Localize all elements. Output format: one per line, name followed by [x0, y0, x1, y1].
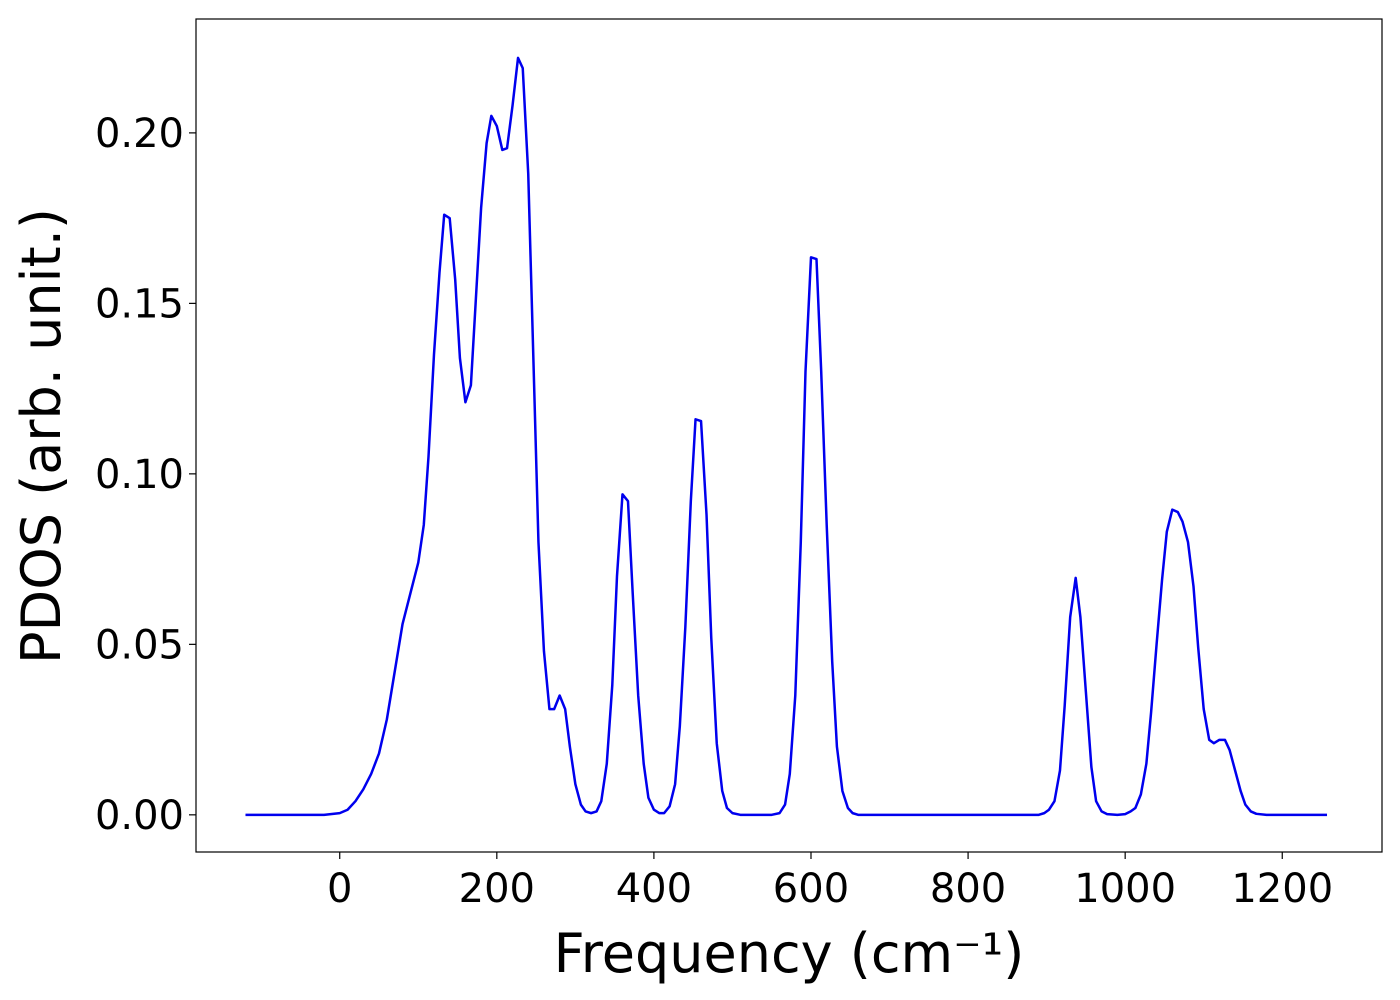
- data-line: [245, 56, 1328, 817]
- x-axis-label: Frequency (cm⁻¹): [554, 922, 1025, 985]
- y-tick-label: 0.10: [95, 452, 184, 498]
- plot-frame: [195, 18, 1383, 853]
- y-tick-label: 0.20: [95, 111, 184, 157]
- x-tick-label: 1000: [1074, 866, 1176, 912]
- y-tick-label: 0.00: [95, 793, 184, 839]
- x-tick-label: 400: [616, 866, 692, 912]
- x-tick-label: 0: [327, 866, 352, 912]
- y-tick-label: 0.05: [95, 622, 184, 668]
- x-tick-label: 200: [459, 866, 535, 912]
- x-tick-label: 800: [930, 866, 1006, 912]
- y-axis-label: PDOS (arb. unit.): [10, 208, 73, 664]
- y-tick-label: 0.15: [95, 281, 184, 327]
- x-tick-label: 600: [773, 866, 849, 912]
- x-tick-label: 1200: [1231, 866, 1333, 912]
